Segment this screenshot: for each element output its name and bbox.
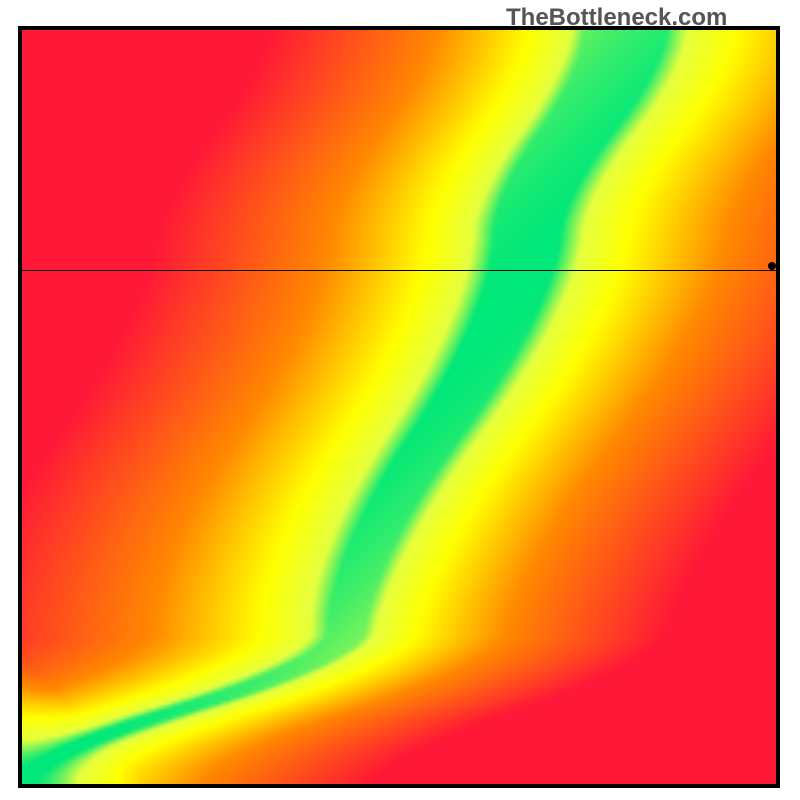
heatmap-canvas [22,30,776,784]
heatmap-plot [22,30,776,784]
watermark-text: TheBottleneck.com [506,4,727,32]
chart-container: { "watermark": { "text": "TheBottleneck.… [0,0,800,800]
